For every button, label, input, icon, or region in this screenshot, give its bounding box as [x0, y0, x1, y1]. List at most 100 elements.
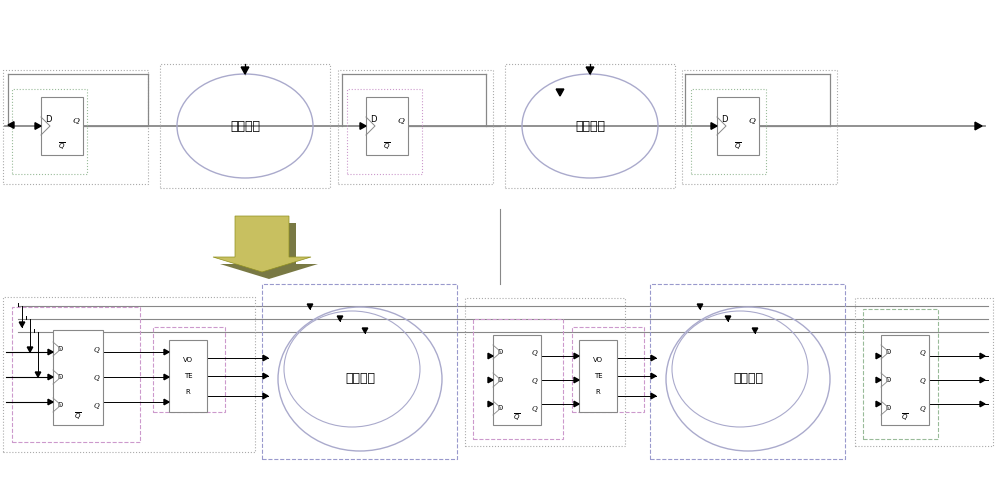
Text: Q: Q [93, 345, 99, 353]
Polygon shape [35, 122, 41, 130]
Text: VO: VO [593, 357, 603, 363]
Polygon shape [164, 349, 169, 355]
Bar [465, 298, 625, 446]
Bar [881, 335, 929, 425]
Text: Q: Q [93, 373, 99, 381]
Bar [579, 340, 617, 412]
Polygon shape [488, 377, 493, 383]
Polygon shape [48, 349, 53, 355]
Bar [650, 284, 845, 459]
Text: $\overline{Q}$: $\overline{Q}$ [74, 411, 82, 422]
Polygon shape [651, 373, 656, 379]
Polygon shape [241, 67, 249, 74]
Text: 组合逻辑: 组合逻辑 [733, 372, 763, 386]
Polygon shape [556, 89, 564, 96]
Polygon shape [980, 401, 985, 407]
Bar [3, 297, 255, 452]
Polygon shape [876, 353, 881, 359]
Text: D: D [57, 402, 62, 408]
Bar [12, 89, 87, 174]
Bar [262, 284, 457, 459]
Polygon shape [362, 328, 368, 333]
Text: TE: TE [184, 373, 192, 379]
Text: D: D [885, 349, 890, 355]
Bar [473, 319, 563, 439]
Bar [41, 97, 83, 155]
Bar [717, 97, 759, 155]
Polygon shape [48, 399, 53, 405]
Bar [682, 70, 837, 184]
Text: Q: Q [919, 404, 925, 412]
Bar [53, 330, 103, 424]
Polygon shape [263, 355, 268, 361]
Bar [3, 70, 148, 184]
Text: D: D [885, 405, 890, 411]
Bar [338, 70, 493, 184]
Text: D: D [497, 405, 502, 411]
Text: D: D [721, 115, 728, 124]
Text: Q: Q [397, 116, 404, 124]
Text: D: D [57, 346, 62, 352]
Bar [572, 327, 644, 412]
Polygon shape [220, 223, 318, 279]
Text: Q: Q [531, 404, 537, 412]
Bar [863, 309, 938, 439]
Polygon shape [651, 355, 656, 361]
Polygon shape [263, 373, 268, 379]
Text: D: D [497, 349, 502, 355]
Polygon shape [725, 316, 731, 321]
Text: 组合逻辑: 组合逻辑 [575, 119, 605, 133]
Text: TE: TE [594, 373, 602, 379]
Bar [855, 298, 993, 446]
Polygon shape [8, 121, 14, 129]
Text: $\overline{Q}$: $\overline{Q}$ [901, 411, 909, 422]
Polygon shape [164, 399, 169, 405]
Bar [12, 307, 140, 442]
Polygon shape [27, 347, 33, 352]
Polygon shape [360, 122, 366, 130]
Polygon shape [488, 401, 493, 407]
Polygon shape [337, 316, 343, 321]
Polygon shape [574, 401, 579, 407]
Text: $\overline{Q}$: $\overline{Q}$ [58, 141, 66, 152]
Bar [366, 97, 408, 155]
Bar [160, 64, 330, 188]
Polygon shape [980, 377, 985, 383]
Polygon shape [164, 374, 169, 380]
Polygon shape [263, 393, 268, 399]
Bar [347, 89, 422, 174]
Bar [691, 89, 766, 174]
Text: D: D [370, 115, 376, 124]
Text: Q: Q [72, 116, 79, 124]
Text: VO: VO [183, 357, 193, 363]
Bar [493, 335, 541, 425]
Polygon shape [876, 377, 881, 383]
Polygon shape [213, 216, 311, 272]
Text: Q: Q [531, 376, 537, 384]
Polygon shape [586, 67, 594, 74]
Text: D: D [885, 377, 890, 383]
Polygon shape [752, 328, 758, 333]
Polygon shape [711, 122, 717, 130]
Text: D: D [57, 374, 62, 380]
Text: D: D [497, 377, 502, 383]
Polygon shape [574, 377, 579, 383]
Text: 组合逻辑: 组合逻辑 [230, 119, 260, 133]
Text: $\overline{Q}$: $\overline{Q}$ [734, 141, 742, 152]
Polygon shape [651, 393, 656, 399]
Polygon shape [697, 304, 703, 309]
Text: D: D [45, 115, 52, 124]
Text: R: R [596, 389, 600, 395]
Text: Q: Q [919, 376, 925, 384]
Polygon shape [307, 304, 313, 309]
Bar [505, 64, 675, 188]
Text: Q: Q [919, 348, 925, 356]
Polygon shape [488, 353, 493, 359]
Text: Q: Q [93, 401, 99, 409]
Bar [153, 327, 225, 412]
Bar [169, 340, 207, 412]
Text: $\overline{Q}$: $\overline{Q}$ [513, 411, 521, 422]
Polygon shape [19, 322, 25, 327]
Text: R: R [186, 389, 190, 395]
Polygon shape [975, 122, 982, 130]
